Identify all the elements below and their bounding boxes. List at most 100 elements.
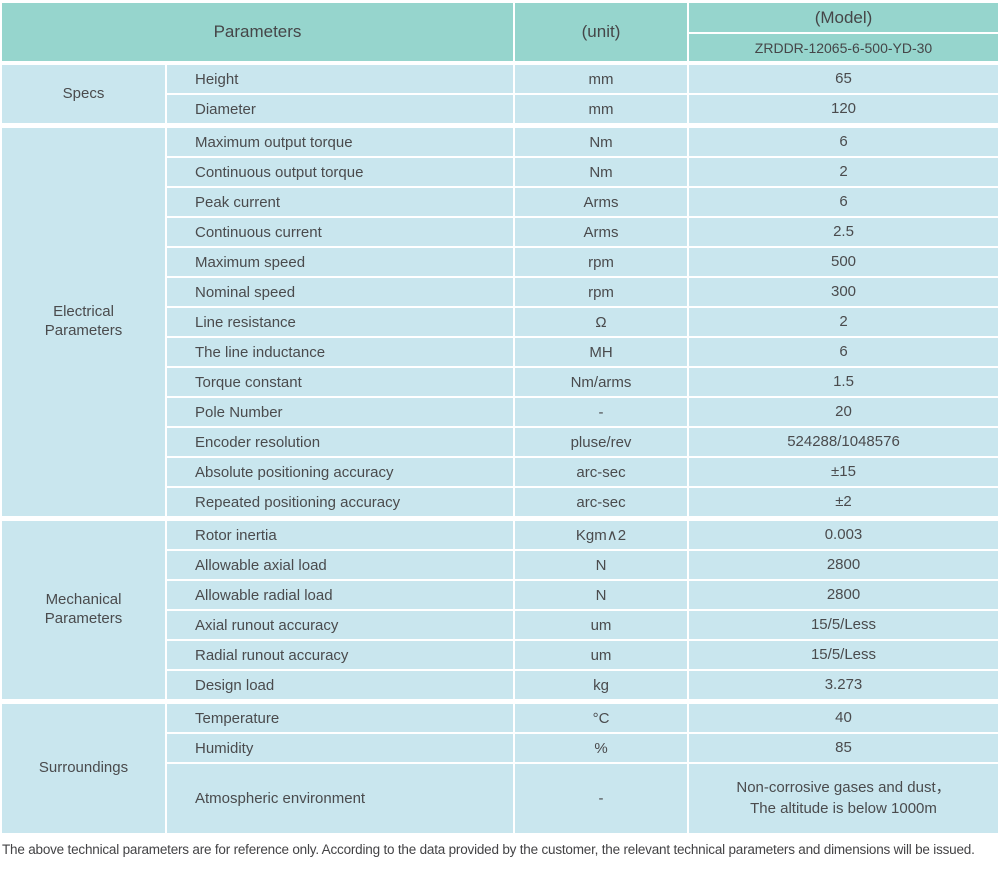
param-cell: Atmospheric environment	[167, 764, 515, 833]
value-cell: 2	[689, 308, 998, 338]
table-row: Peak current Arms 6	[2, 188, 998, 218]
section-mechanical-parameters: Mechanical Parameters Rotor inertia Kgm∧2 0…	[2, 521, 998, 704]
header-row: Parameters (unit) (Model)	[2, 3, 998, 65]
unit-cell: %	[515, 734, 689, 764]
param-cell: Axial runout accuracy	[167, 611, 515, 641]
param-cell: Peak current	[167, 188, 515, 218]
unit-cell: N	[515, 581, 689, 611]
unit-cell: pluse/rev	[515, 428, 689, 458]
param-cell: The line inductance	[167, 338, 515, 368]
unit-cell: Arms	[515, 218, 689, 248]
param-cell: Torque constant	[167, 368, 515, 398]
section-electrical-parameters: Electrical Parameters Maximum output torq…	[2, 128, 998, 521]
param-cell: Height	[167, 65, 515, 95]
value-cell: 85	[689, 734, 998, 764]
table-row: Allowable axial load N 2800	[2, 551, 998, 581]
table-row: Continuous output torque Nm 2	[2, 158, 998, 188]
param-cell: Repeated positioning accuracy	[167, 488, 515, 521]
unit-header: (unit)	[515, 3, 689, 65]
value-cell: 40	[689, 704, 998, 734]
param-cell: Allowable radial load	[167, 581, 515, 611]
unit-cell: MH	[515, 338, 689, 368]
unit-cell: arc-sec	[515, 488, 689, 521]
value-cell: ±2	[689, 488, 998, 521]
table-row: Repeated positioning accuracy arc-sec ±2	[2, 488, 998, 521]
param-cell: Temperature	[167, 704, 515, 734]
parameters-header: Parameters	[2, 3, 515, 65]
unit-cell: Nm	[515, 158, 689, 188]
unit-cell: °C	[515, 704, 689, 734]
unit-cell: -	[515, 764, 689, 833]
header-subrow: ZRDDR-12065-6-500-YD-30	[2, 34, 998, 65]
value-cell: 2	[689, 158, 998, 188]
value-cell: 6	[689, 128, 998, 158]
unit-cell: arc-sec	[515, 458, 689, 488]
section-surroundings: Surroundings Temperature °C 40 Humidity% 85 At…	[2, 704, 998, 833]
table-row: Line resistance Ω 2	[2, 308, 998, 338]
value-cell: 0.003	[689, 521, 998, 551]
param-cell: Continuous output torque	[167, 158, 515, 188]
table-row: Atmospheric environment - Non-corrosive ga…	[2, 764, 998, 833]
table-row: The line inductance MH 6	[2, 338, 998, 368]
table-row: Maximum speed rpm 500	[2, 248, 998, 278]
value-cell: 300	[689, 278, 998, 308]
unit-cell: um	[515, 611, 689, 641]
section-label: Specs	[2, 65, 167, 128]
table-header: Parameters (unit) (Model) ZRDDR-12065-6-…	[2, 3, 998, 65]
value-cell: 15/5/Less	[689, 641, 998, 671]
param-cell: Maximum speed	[167, 248, 515, 278]
disclaimer-note: The above technical parameters are for r…	[2, 842, 975, 857]
value-cell: 2.5	[689, 218, 998, 248]
section-specs: Specs Height mm 65 Diameter mm 120	[2, 65, 998, 128]
value-cell: 1.5	[689, 368, 998, 398]
param-cell: Nominal speed	[167, 278, 515, 308]
table-row: Mechanical Parameters Rotor inertia Kgm∧2 0…	[2, 521, 998, 704]
param-cell: Humidity	[167, 734, 515, 764]
value-cell: 120	[689, 95, 998, 128]
unit-cell: mm	[515, 95, 689, 128]
model-number: ZRDDR-12065-6-500-YD-30	[689, 34, 998, 65]
value-cell: 3.273	[689, 671, 998, 704]
model-header: (Model)	[689, 3, 998, 34]
table-row: Continuous current Arms 2.5	[2, 218, 998, 248]
unit-cell: Arms	[515, 188, 689, 218]
param-cell: Maximum output torque	[167, 128, 515, 158]
table-row: Humidity% 85	[2, 734, 998, 764]
table-row: Radial runout accuracy um 15/5/Less	[2, 641, 998, 671]
param-cell: Rotor inertia	[167, 521, 515, 551]
value-cell: ±15	[689, 458, 998, 488]
param-cell: Diameter	[167, 95, 515, 128]
param-cell: Pole Number	[167, 398, 515, 428]
unit-cell: rpm	[515, 278, 689, 308]
table-row: Design load kg 3.273	[2, 671, 998, 704]
table-row: Surroundings Temperature °C 40	[2, 704, 998, 833]
table-row: Absolute positioning accuracy arc-sec ±15	[2, 458, 998, 488]
table-row: Torque constant Nm/arms 1.5	[2, 368, 998, 398]
table-row: Allowable radial load N 2800	[2, 581, 998, 611]
table-row: Axial runout accuracy um 15/5/Less	[2, 611, 998, 641]
unit-cell: rpm	[515, 248, 689, 278]
param-cell: Design load	[167, 671, 515, 704]
value-cell: 2800	[689, 551, 998, 581]
value-cell: Non-corrosive gases and dust， The altitu…	[689, 764, 998, 833]
value-cell: 15/5/Less	[689, 611, 998, 641]
value-cell: 2800	[689, 581, 998, 611]
unit-cell: um	[515, 641, 689, 671]
table-row: Specs Height mm 65	[2, 65, 998, 128]
unit-cell: Ω	[515, 308, 689, 338]
section-label: Mechanical Parameters	[2, 521, 167, 704]
unit-cell: N	[515, 551, 689, 581]
value-cell: 6	[689, 188, 998, 218]
unit-cell: Kgm∧2	[515, 521, 689, 551]
value-cell: 524288/1048576	[689, 428, 998, 458]
value-cell: 6	[689, 338, 998, 368]
unit-cell: -	[515, 398, 689, 428]
table-row: Nominal speed rpm 300	[2, 278, 998, 308]
param-cell: Radial runout accuracy	[167, 641, 515, 671]
section-label: Electrical Parameters	[2, 128, 167, 521]
param-cell: Encoder resolution	[167, 428, 515, 458]
unit-cell: kg	[515, 671, 689, 704]
table-row: Electrical Parameters Maximum output torq…	[2, 128, 998, 521]
value-cell: 500	[689, 248, 998, 278]
